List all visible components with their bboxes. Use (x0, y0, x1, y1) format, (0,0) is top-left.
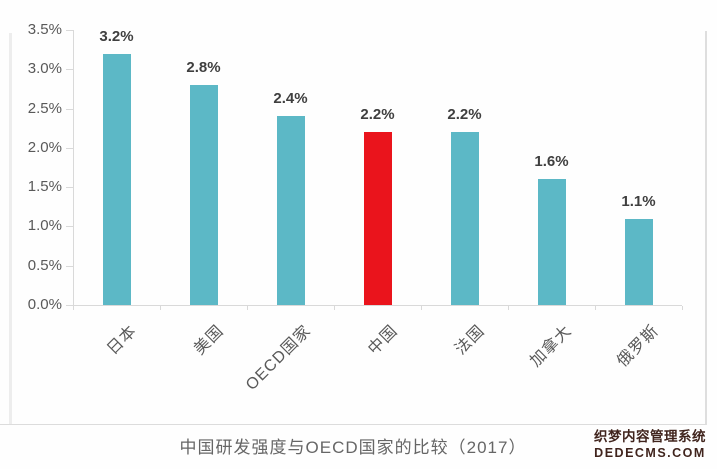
x-category-label: 日本 (104, 322, 141, 359)
y-tick-label: 0.5% (27, 256, 62, 274)
y-tick-label: 3.0% (27, 60, 62, 78)
bar-value-label: 2.4% (273, 90, 308, 108)
x-tick-mark (508, 306, 509, 310)
x-category-label: OECD国家 (243, 322, 315, 394)
y-tick-mark (66, 226, 73, 228)
bar-value-label: 3.2% (99, 27, 134, 45)
bar-value-label: 1.6% (534, 153, 569, 171)
bar-value-label: 1.1% (621, 192, 656, 210)
y-tick-label: 2.5% (27, 99, 62, 117)
y-tick-mark (66, 69, 73, 71)
bar-value-label: 2.2% (360, 106, 395, 124)
x-tick-mark (595, 306, 596, 310)
watermark-line2: DEDECMS.COM (594, 445, 706, 460)
right-border-line (705, 31, 707, 425)
bar (276, 116, 305, 305)
x-tick-mark (247, 306, 248, 310)
watermark: 织梦内容管理系统 DEDECMS.COM (594, 429, 706, 462)
separator-line (0, 424, 706, 425)
bar (624, 218, 653, 305)
x-tick-mark (421, 306, 422, 310)
y-tick-label: 1.0% (27, 217, 62, 235)
x-tick-mark (682, 306, 683, 310)
y-tick-label: 3.5% (27, 21, 62, 38)
bar (189, 85, 218, 305)
y-tick-mark (66, 108, 73, 110)
x-tick-mark (334, 306, 335, 310)
bar (102, 53, 131, 305)
y-tick-label: 0.0% (27, 296, 62, 313)
bar (537, 179, 566, 305)
y-axis-line (73, 30, 74, 305)
chart-title: 中国研发强度与OECD国家的比较（2017） (179, 438, 527, 457)
x-category-label: 中国 (365, 322, 402, 359)
y-tick-mark (66, 147, 73, 149)
x-tick-mark (160, 306, 161, 310)
y-tick-mark (66, 187, 73, 189)
bar-highlighted (363, 132, 392, 305)
x-category-label: 俄罗斯 (614, 322, 663, 371)
bar-value-label: 2.2% (447, 106, 482, 124)
x-category-label: 加拿大 (527, 322, 576, 371)
left-border-line (9, 33, 12, 425)
x-tick-mark (73, 306, 74, 310)
x-axis-line (73, 305, 682, 306)
y-tick-mark (66, 30, 73, 31)
bar-value-label: 2.8% (186, 59, 221, 76)
watermark-line1: 织梦内容管理系统 (594, 429, 706, 444)
y-tick-mark (66, 305, 73, 306)
x-category-label: 美国 (191, 322, 228, 359)
bar (450, 132, 479, 305)
x-category-label: 法国 (452, 322, 489, 359)
y-tick-mark (66, 265, 73, 267)
y-tick-label: 1.5% (27, 178, 62, 196)
y-tick-label: 2.0% (27, 138, 62, 156)
